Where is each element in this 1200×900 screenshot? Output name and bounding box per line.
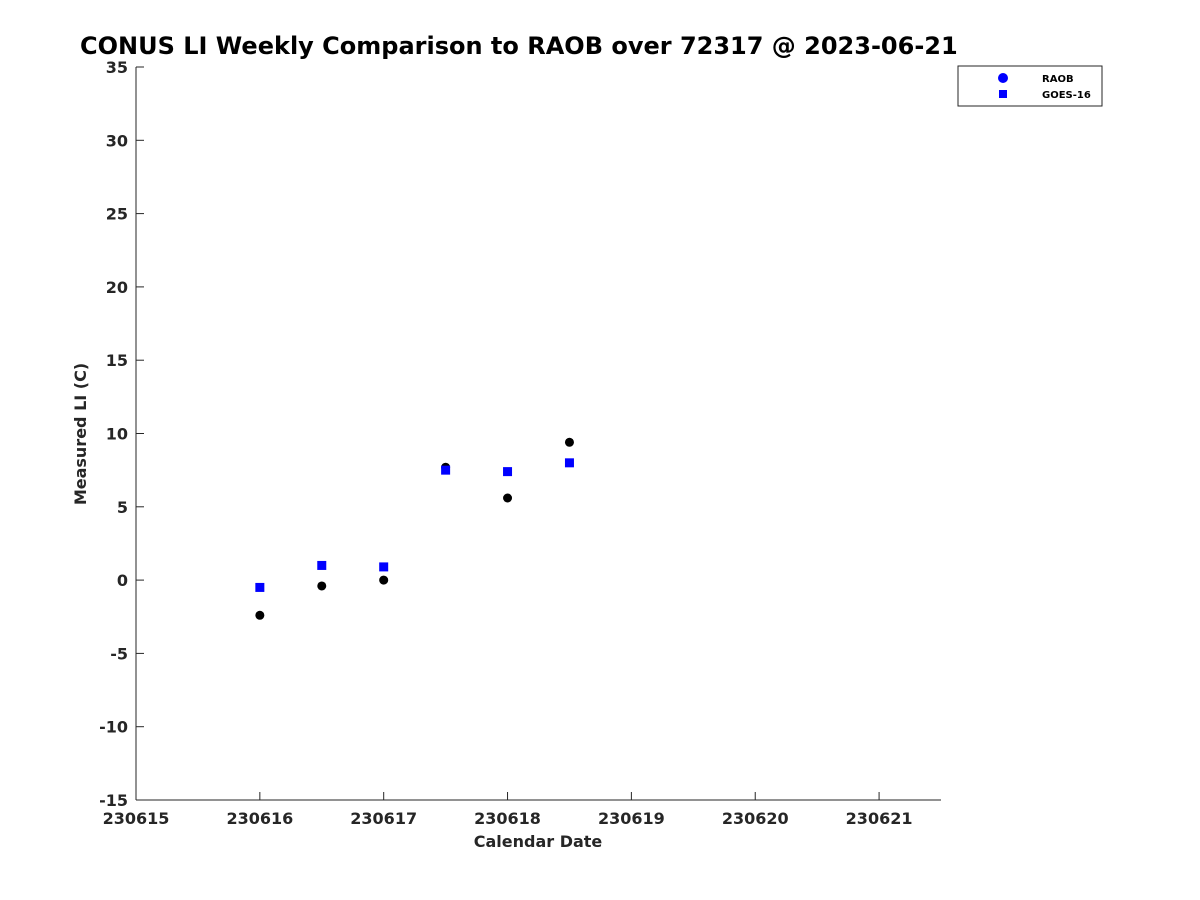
legend-goes16-marker xyxy=(999,90,1007,98)
y-tick-label: 25 xyxy=(106,205,128,224)
legend-raob-marker xyxy=(998,73,1008,83)
goes16-point xyxy=(379,562,389,572)
legend-box xyxy=(957,65,1103,107)
chart-title: CONUS LI Weekly Comparison to RAOB over … xyxy=(80,32,958,60)
goes16-point xyxy=(564,458,574,468)
y-tick-label: 15 xyxy=(106,351,128,370)
x-axis-label: Calendar Date xyxy=(474,832,603,851)
x-tick-label: 230621 xyxy=(846,809,913,828)
y-tick-label: 35 xyxy=(106,58,128,77)
goes16-point xyxy=(503,467,513,477)
y-tick-label: -15 xyxy=(99,791,128,810)
legend-label: GOES-16 xyxy=(1042,90,1091,101)
y-tick-label: -5 xyxy=(110,644,128,663)
y-tick-label: 30 xyxy=(106,131,128,150)
goes16-point xyxy=(255,582,265,592)
y-axis-ticks: -15 -10 -5 0 5 10 15 20 25 30 35 xyxy=(99,58,144,810)
x-tick-label: 230618 xyxy=(474,809,541,828)
data-points xyxy=(255,437,574,620)
y-tick-label: 10 xyxy=(106,425,128,444)
legend-label: RAOB xyxy=(1042,74,1074,85)
x-tick-label: 230617 xyxy=(350,809,417,828)
y-axis-label: Measured LI (C) xyxy=(71,363,90,505)
raob-point xyxy=(255,610,265,620)
raob-point xyxy=(564,437,574,447)
y-tick-label: 0 xyxy=(117,571,128,590)
raob-point xyxy=(379,575,389,585)
x-axis-ticks: 230615 230616 230617 230618 230619 230620 2306… xyxy=(103,792,913,828)
x-tick-label: 230615 xyxy=(103,809,170,828)
raob-point xyxy=(503,493,513,503)
y-tick-label: -10 xyxy=(99,718,128,737)
legend: RAOB GOES-16 xyxy=(957,65,1103,107)
x-tick-label: 230620 xyxy=(722,809,789,828)
goes16-point xyxy=(441,465,451,475)
y-tick-label: 20 xyxy=(106,278,128,297)
goes16-point xyxy=(317,560,327,570)
raob-point xyxy=(317,581,327,591)
y-tick-label: 5 xyxy=(117,498,128,517)
x-tick-label: 230616 xyxy=(226,809,293,828)
x-tick-label: 230619 xyxy=(598,809,665,828)
